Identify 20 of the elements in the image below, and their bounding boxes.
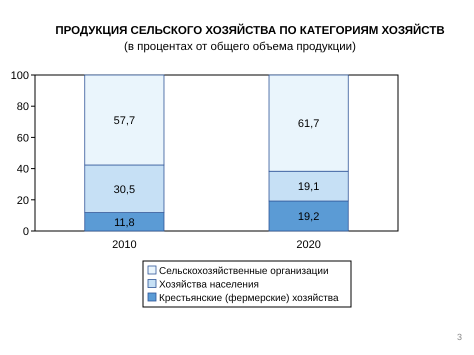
data-label: 19,1: [298, 181, 320, 194]
legend-label: Крестьянские (фермерские) хозяйства: [159, 293, 339, 304]
y-tick-label: 40: [16, 164, 29, 176]
data-label: 57,7: [114, 115, 136, 128]
y-tick-label: 0: [22, 226, 29, 238]
data-label: 61,7: [298, 118, 320, 130]
data-label: 19,2: [298, 211, 320, 224]
y-tick-label: 60: [16, 132, 29, 144]
chart-subtitle: (в процентах от общего объема продукции): [124, 41, 356, 53]
y-tick-label: 80: [16, 101, 29, 114]
legend-label: Хозяйства населения: [159, 280, 259, 290]
legend-label: Сельскохозяйственные организации: [159, 266, 329, 277]
x-tick-label: 2010: [112, 239, 137, 251]
y-tick-label: 100: [10, 70, 29, 82]
chart-title: ПРОДУКЦИЯ СЕЛЬСКОГО ХОЗЯЙСТВА ПО КАТЕГОРИЯМ ХОЗЯЙСТВ: [55, 23, 445, 37]
data-label: 11,8: [114, 216, 135, 229]
data-label: 30,5: [114, 184, 136, 196]
y-tick-label: 20: [16, 194, 29, 207]
text: 3: [456, 332, 462, 342]
x-tick-label: 2020: [296, 239, 321, 251]
